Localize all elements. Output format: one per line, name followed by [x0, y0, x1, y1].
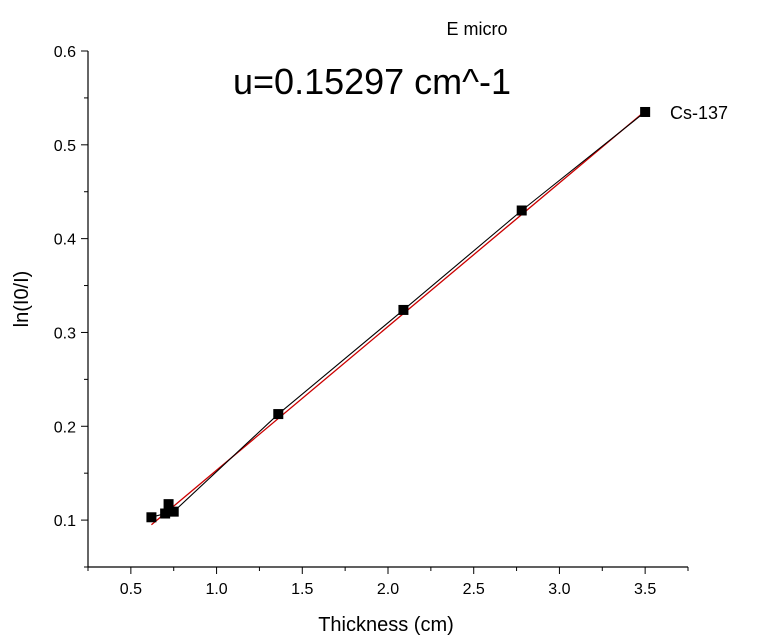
tick-labels: 0.5 1.0 1.5 2.0 2.5 3.0 3.5 0.1 0.2 0.3 0.4 0.5 0.6	[54, 44, 657, 598]
y-tick-label: 0.6	[54, 44, 76, 61]
x-tick-label: 1.5	[291, 581, 313, 598]
y-axis-label: ln(I0/I)	[11, 271, 33, 328]
data-point-marker	[160, 508, 171, 519]
x-tick-label: 0.5	[120, 581, 142, 598]
y-tick-label: 0.4	[54, 232, 76, 249]
axes	[87, 51, 688, 568]
data-point-marker	[516, 205, 527, 216]
x-tick-label: 3.0	[548, 581, 570, 598]
y-tick-label: 0.2	[54, 419, 76, 436]
y-tick-label: 0.5	[54, 138, 76, 155]
equation-annotation: u=0.15297 cm^-1	[233, 61, 511, 102]
data-point-marker	[640, 106, 651, 117]
data-point-marker	[398, 304, 409, 315]
y-tick-label: 0.3	[54, 325, 76, 342]
data-point-marker	[273, 409, 284, 420]
x-tick-label: 2.0	[377, 581, 399, 598]
x-axis-label: Thickness (cm)	[318, 614, 454, 636]
y-tick-label: 0.1	[54, 513, 76, 530]
data-point-marker	[163, 499, 174, 510]
chart-title: E micro	[446, 19, 507, 39]
x-tick-label: 3.5	[634, 581, 656, 598]
x-tick-label: 2.5	[463, 581, 485, 598]
data-point-marker	[168, 506, 179, 517]
source-annotation: Cs-137	[670, 103, 728, 123]
ticks	[81, 50, 689, 574]
markers-group	[146, 106, 651, 523]
data-point-marker	[146, 512, 157, 523]
x-tick-label: 1.0	[205, 581, 227, 598]
